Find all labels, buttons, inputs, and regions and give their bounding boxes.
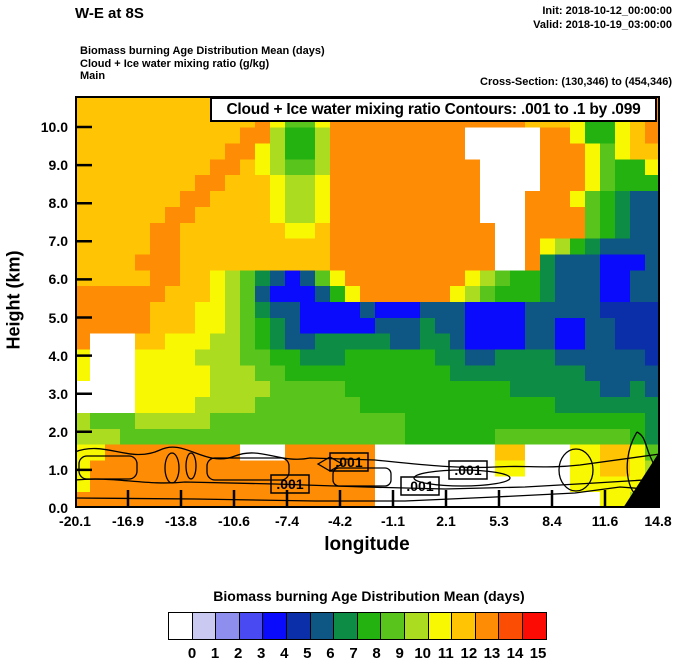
field-info: Biomass burning Age Distribution Mean (d… xyxy=(80,45,325,83)
colorbar-tick-label: 11 xyxy=(437,645,454,662)
x-tick-label: 2.1 xyxy=(436,513,456,529)
terrain-mask xyxy=(623,451,660,508)
y-tick-label: 0.0 xyxy=(48,500,68,516)
x-tick-label: 14.8 xyxy=(644,513,672,529)
colorbar-tick-label: 14 xyxy=(506,645,524,662)
x-tick-label: -20.1 xyxy=(59,513,91,529)
contour-loop xyxy=(558,448,594,492)
colorbar-tick-label: 0 xyxy=(187,645,197,662)
axis-ticks xyxy=(75,125,607,508)
contour-field-canvas: .001 .001 .001 .001 xyxy=(75,96,660,508)
x-tick-label: -7.4 xyxy=(274,513,300,529)
colorbar-tick-label: 1 xyxy=(210,645,220,662)
y-tick-label: 9.0 xyxy=(48,157,68,174)
contour-line-layer xyxy=(75,431,660,502)
colorbar-cell xyxy=(521,612,547,640)
colorbar-cell xyxy=(333,612,359,640)
colorbar-cell xyxy=(215,612,241,640)
field-line-1: Biomass burning Age Distribution Mean (d… xyxy=(80,45,325,57)
svg-text:.001: .001 xyxy=(335,454,362,470)
colorbar-cell xyxy=(191,612,217,640)
page-title: W-E at 8S xyxy=(75,5,144,22)
colorbar-cell xyxy=(262,612,288,640)
contour-label: .001 xyxy=(448,460,488,480)
contour-info-banner: Cloud + Ice water mixing ratio Contours:… xyxy=(210,97,657,122)
colorbar-cell xyxy=(380,612,406,640)
x-tick-label: -16.9 xyxy=(112,513,144,529)
colorbar-tick-label: 5 xyxy=(303,645,312,662)
colorbar xyxy=(168,612,547,640)
contour-loop xyxy=(164,452,180,484)
init-time: Init: 2018-10-12_00:00:00 xyxy=(542,5,672,17)
x-tick-label: -1.1 xyxy=(380,513,406,529)
filled-contour-layer xyxy=(75,96,660,508)
svg-text:.001: .001 xyxy=(454,462,481,478)
x-tick-label: -4.2 xyxy=(327,513,353,529)
contour-label: .001 xyxy=(329,452,369,472)
colorbar-tick-label: 4 xyxy=(280,645,289,662)
colorbar-tick-label: 2 xyxy=(233,645,243,662)
contour-loop xyxy=(185,452,197,480)
colorbar-tick-label: 7 xyxy=(349,645,358,662)
run-times: Init: 2018-10-12_00:00:00 Valid: 2018-10… xyxy=(420,4,672,32)
colorbar-cell xyxy=(168,612,194,640)
y-tick-label: 7.0 xyxy=(48,233,68,250)
colorbar-tick-label: 3 xyxy=(257,645,266,662)
plot-area: .001 .001 .001 .001 Cloud + Ice water mi… xyxy=(75,96,660,508)
colorbar-tick-label: 15 xyxy=(529,645,547,662)
svg-text:.001: .001 xyxy=(406,478,433,494)
y-tick-label: 3.0 xyxy=(48,385,68,402)
legend-title: Biomass burning Age Distribution Mean (d… xyxy=(213,588,525,604)
colorbar-tick-label: 8 xyxy=(372,645,381,662)
colorbar-cell xyxy=(474,612,500,640)
contour-line xyxy=(75,446,660,469)
contour-loop xyxy=(413,469,511,487)
contour-label: .001 xyxy=(270,474,310,494)
cross-section-label: Cross-Section: (130,346) to (454,346) xyxy=(480,76,672,88)
contour-loop xyxy=(206,457,290,481)
y-tick-label: 4.0 xyxy=(48,347,68,364)
field-line-2: Cloud + Ice water mixing ratio (g/kg) xyxy=(80,57,270,70)
contour-loop xyxy=(78,455,138,480)
y-tick-label: 5.0 xyxy=(48,309,68,326)
valid-time: Valid: 2018-10-19_03:00:00 xyxy=(533,19,672,31)
contour-line xyxy=(75,486,660,502)
colorbar-cell xyxy=(285,612,312,640)
colorbar-cell xyxy=(309,612,335,640)
colorbar-cell xyxy=(451,612,477,640)
field-line-3: Main xyxy=(80,70,106,82)
y-tick-label: 2.0 xyxy=(48,423,68,440)
x-tick-label: 11.6 xyxy=(591,513,619,529)
y-tick-label: 8.0 xyxy=(48,195,68,212)
contour-loop xyxy=(332,467,392,487)
contour-loop xyxy=(316,456,344,472)
colorbar-cell xyxy=(498,612,524,640)
colorbar-cell xyxy=(427,612,453,640)
y-tick-label: 1.0 xyxy=(48,461,68,478)
x-tick-label: 5.3 xyxy=(489,513,509,529)
svg-text:.001: .001 xyxy=(276,476,303,492)
x-tick-label: 8.4 xyxy=(542,513,562,529)
colorbar-tick-label: 9 xyxy=(395,645,404,662)
colorbar-tick-label: 10 xyxy=(414,645,432,662)
colorbar-tick-label: 12 xyxy=(460,645,478,662)
colorbar-tick-label: 13 xyxy=(483,645,501,662)
x-axis-title: longitude xyxy=(324,534,410,555)
colorbar-cell xyxy=(238,612,264,640)
colorbar-tick-label: 6 xyxy=(326,645,335,662)
contour-label: .001 xyxy=(400,476,440,496)
x-tick-label: -10.6 xyxy=(218,513,250,529)
x-tick-label: -13.8 xyxy=(165,513,197,529)
y-tick-label: 6.0 xyxy=(48,271,68,288)
colorbar-cell xyxy=(403,612,430,640)
colorbar-cell xyxy=(356,612,382,640)
y-tick-label: 10.0 xyxy=(40,119,68,135)
y-axis-title: Height (km) xyxy=(3,250,24,350)
